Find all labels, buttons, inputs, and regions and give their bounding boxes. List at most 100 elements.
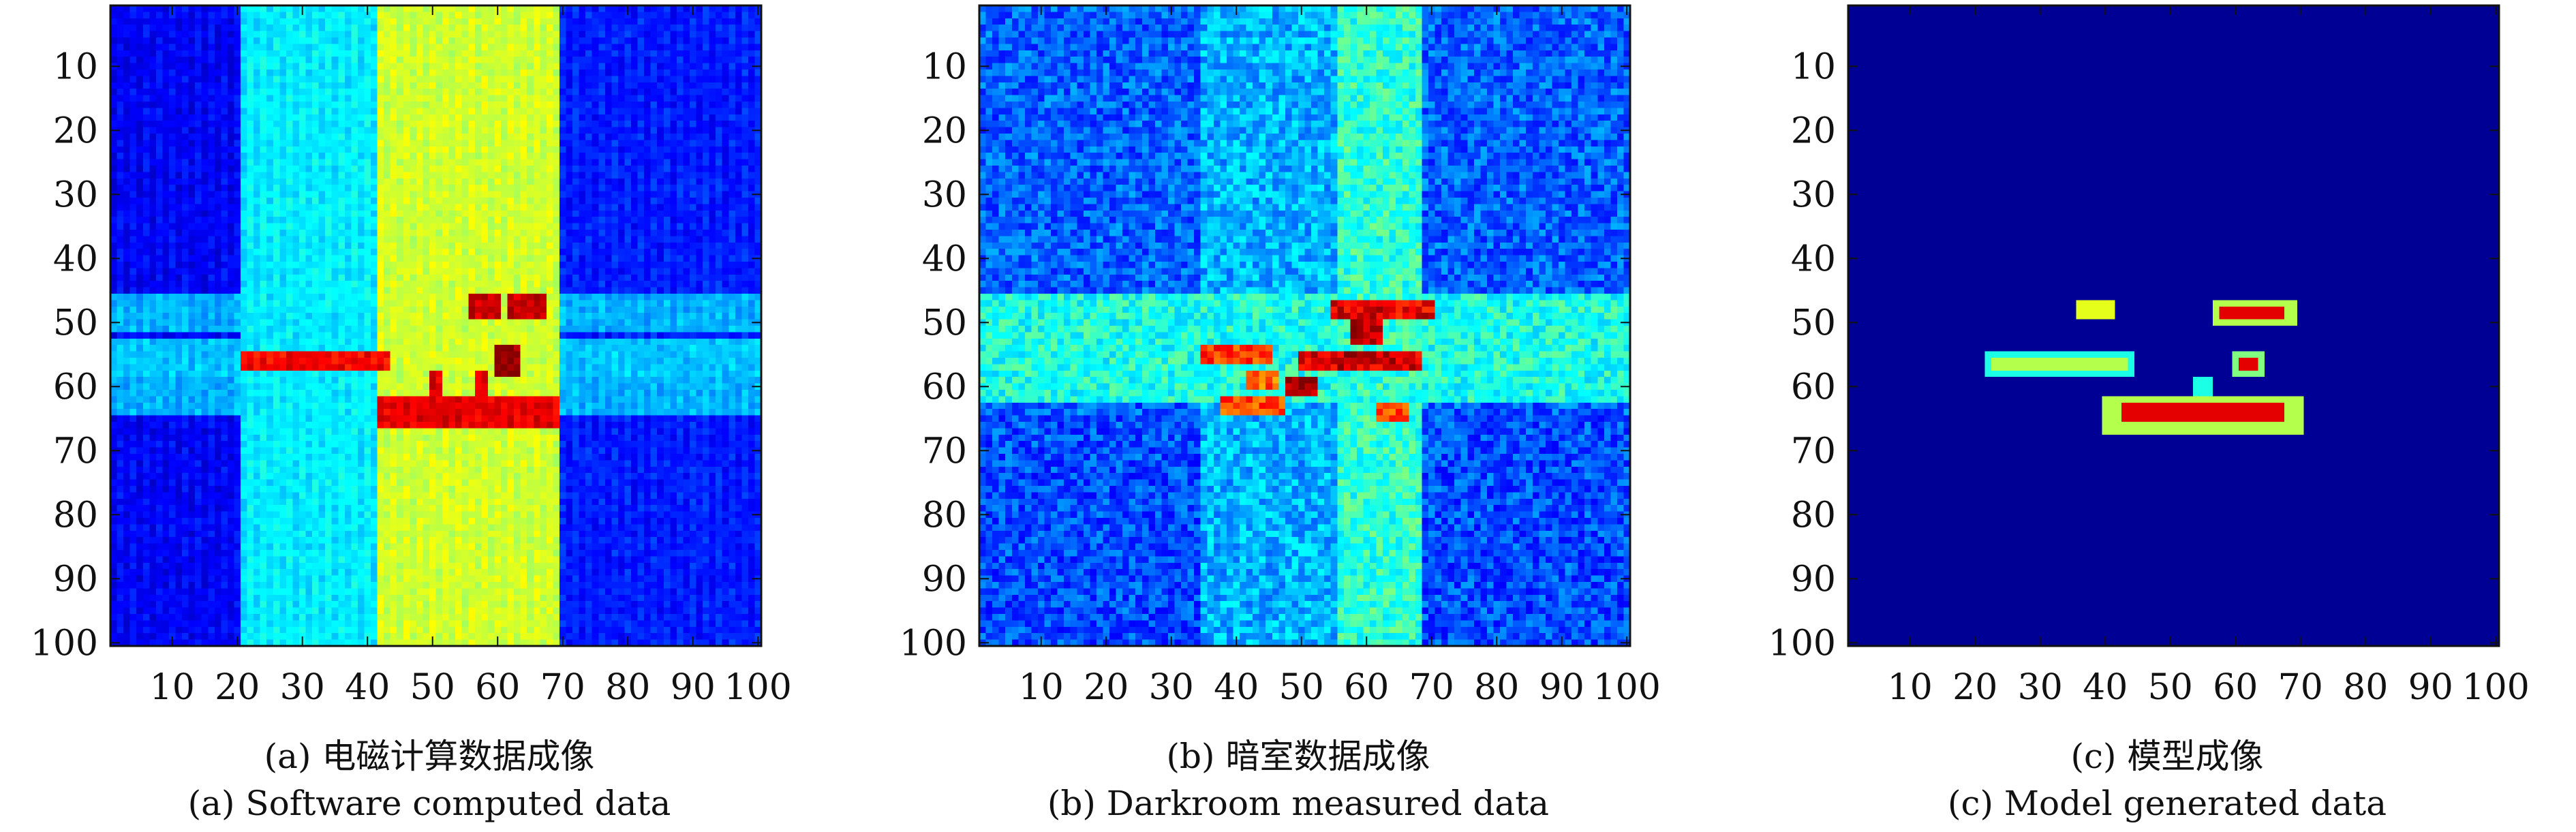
heatmap-cell <box>507 262 515 268</box>
heatmap-cell <box>195 12 202 19</box>
heatmap-cell <box>501 44 508 51</box>
heatmap-cell <box>279 262 287 268</box>
heatmap-cell <box>142 70 150 76</box>
heatmap-cell <box>735 76 742 83</box>
heatmap-cell <box>540 95 547 102</box>
heatmap-cell <box>748 18 756 25</box>
heatmap-cell <box>423 82 430 89</box>
heatmap-cell <box>227 95 235 102</box>
heatmap-cell <box>318 121 326 128</box>
heatmap-cell <box>312 204 320 211</box>
heatmap-cell <box>142 127 150 134</box>
heatmap-cell <box>312 82 320 89</box>
heatmap-cell <box>247 242 254 249</box>
heatmap-cell <box>455 236 463 243</box>
heatmap-cell <box>298 50 307 57</box>
heatmap-cell <box>117 300 124 307</box>
heatmap-cell <box>357 300 365 307</box>
heatmap-cell <box>344 178 352 185</box>
heatmap-cell <box>461 210 469 217</box>
heatmap-cell <box>455 210 463 217</box>
heatmap-cell <box>709 268 716 275</box>
heatmap-cell <box>182 255 189 262</box>
heatmap-cell <box>357 159 365 166</box>
heatmap-cell <box>221 242 228 249</box>
heatmap-cell <box>735 236 742 243</box>
heatmap-cell <box>221 37 228 44</box>
heatmap-cell <box>683 76 690 83</box>
heatmap-cell <box>696 31 703 38</box>
heatmap-cell <box>617 178 626 185</box>
heatmap-cell <box>520 95 527 102</box>
heatmap-cell <box>357 89 365 96</box>
heatmap-cell <box>514 95 521 102</box>
heatmap-cell <box>676 114 684 121</box>
heatmap-cell <box>611 300 619 307</box>
heatmap-cell <box>448 268 456 275</box>
heatmap-cell <box>188 210 196 217</box>
heatmap-cell <box>474 127 482 134</box>
heatmap-cell <box>214 223 221 230</box>
heatmap-cell <box>214 166 221 172</box>
heatmap-cell <box>650 153 658 160</box>
heatmap-cell <box>540 134 547 140</box>
heatmap-cell <box>540 114 547 121</box>
heatmap-cell <box>423 268 430 275</box>
heatmap-cell <box>410 294 417 301</box>
heatmap-cell <box>279 50 287 57</box>
heatmap-cell <box>384 31 391 38</box>
heatmap-cell <box>553 18 560 25</box>
heatmap-cell <box>312 255 320 262</box>
heatmap-cell <box>540 172 547 179</box>
heatmap-cell <box>579 204 586 211</box>
heatmap-cell <box>617 236 626 243</box>
heatmap-cell <box>188 82 196 89</box>
heatmap-cell <box>566 44 573 51</box>
heatmap-cell <box>709 5 716 12</box>
heatmap-cell <box>351 134 358 140</box>
heatmap-cell <box>384 255 391 262</box>
heatmap-cell <box>377 89 384 96</box>
heatmap-cell <box>234 249 241 256</box>
heatmap-cell <box>397 5 404 12</box>
heatmap-cell <box>501 159 508 166</box>
heatmap-cell <box>136 172 144 179</box>
heatmap-cell <box>201 70 209 76</box>
heatmap-cell <box>703 287 710 294</box>
heatmap-cell <box>371 287 378 294</box>
heatmap-cell <box>247 262 254 268</box>
heatmap-cell <box>709 287 716 294</box>
heatmap-cell <box>579 262 586 268</box>
heatmap-cell <box>260 268 267 275</box>
heatmap-cell <box>716 306 723 313</box>
heatmap-cell <box>559 95 567 102</box>
heatmap-cell <box>390 262 397 268</box>
heatmap-cell <box>716 268 723 275</box>
heatmap-cell <box>298 230 307 236</box>
heatmap-cell <box>110 287 118 294</box>
heatmap-cell <box>566 300 573 307</box>
heatmap-cell <box>423 121 430 128</box>
heatmap-cell <box>435 37 443 44</box>
heatmap-cell <box>501 178 508 185</box>
heatmap-cell <box>546 63 553 70</box>
heatmap-cell <box>448 31 456 38</box>
heatmap-cell <box>162 25 170 32</box>
heatmap-cell <box>611 313 619 320</box>
heatmap-cell <box>716 223 723 230</box>
heatmap-cell <box>455 178 463 185</box>
heatmap-cell <box>298 76 307 83</box>
heatmap-cell <box>468 274 476 281</box>
heatmap-cell <box>397 63 404 70</box>
heatmap-cell <box>670 12 677 19</box>
heatmap-cell <box>403 76 410 83</box>
heatmap-cell <box>650 37 658 44</box>
heatmap-cell <box>598 108 606 115</box>
heatmap-cell <box>182 76 189 83</box>
heatmap-cell <box>149 102 157 108</box>
heatmap-cell <box>155 274 163 281</box>
heatmap-cell <box>722 223 729 230</box>
heatmap-cell <box>325 223 333 230</box>
heatmap-cell <box>703 268 710 275</box>
heatmap-cell <box>410 57 417 64</box>
